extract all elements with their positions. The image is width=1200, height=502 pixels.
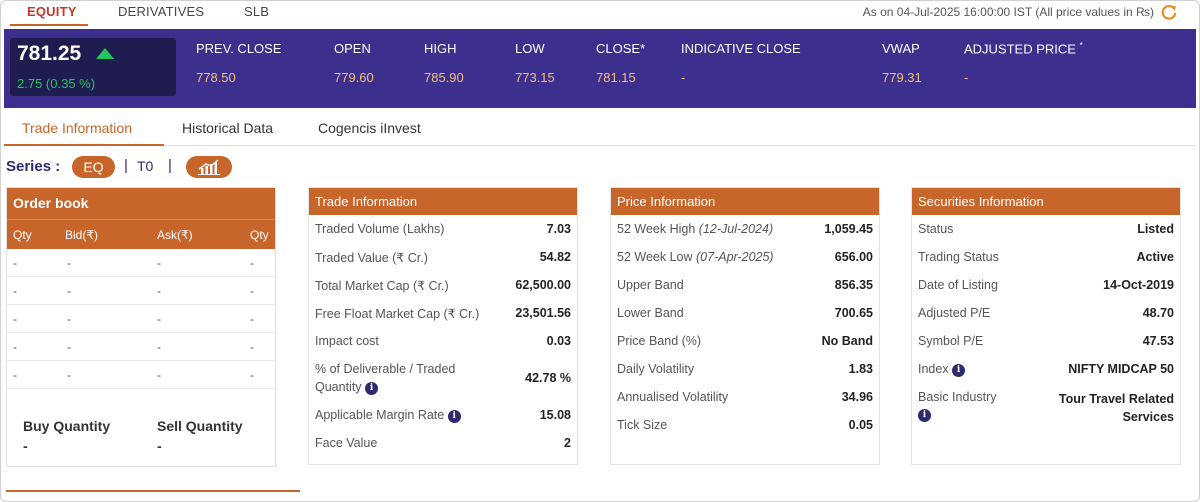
market-tabs: EQUITY DERIVATIVES SLB As on 04-Jul-2025… [0,0,1200,26]
ltp-box: 781.25 2.75 (0.35 %) [10,38,176,96]
tab-historical-data[interactable]: Historical Data [182,120,274,136]
sell-quantity-label: Sell Quantity [157,418,243,434]
separator: | [124,157,128,174]
panel-title: Trade Information [309,188,577,215]
table-row: - - - - [7,361,275,389]
info-row: 52 Week High (12-Jul-2024) 1,059.45 [617,222,873,236]
stat-adjusted-price: ADJUSTED PRICE * - [964,41,1083,86]
info-icon[interactable]: i [447,410,461,423]
col-bid: Bid(₹) [65,228,98,242]
order-book-title: Order book [7,188,275,219]
bottom-divider [6,490,300,492]
col-ask-qty: Qty [250,228,269,242]
active-subtab-indicator [4,144,164,146]
last-traded-price: 781.25 [17,42,82,65]
buy-quantity-value: - [23,438,28,454]
series-t0-button[interactable]: T0 [137,158,154,174]
tab-trade-information[interactable]: Trade Information [22,120,132,136]
separator: | [168,157,172,174]
info-row: Face Value 2 [315,436,571,450]
info-row: Total Market Cap (₹ Cr.) 62,500.00 [315,278,571,293]
info-row: 52 Week Low (07-Apr-2025) 656.00 [617,250,873,264]
tab-equity[interactable]: EQUITY [27,4,77,19]
order-book-header: Qty Bid(₹) Ask(₹) Qty [7,219,275,249]
bar-chart-icon [198,159,220,175]
trade-information-panel: Trade Information Traded Volume (Lakhs) … [308,187,578,465]
active-tab-indicator [10,24,88,26]
refresh-icon[interactable] [1160,3,1178,21]
stat-high: HIGH 785.90 [424,41,464,85]
info-row: Adjusted P/E 48.70 [918,306,1174,320]
info-row: Daily Volatility 1.83 [617,362,873,376]
series-eq-button[interactable]: EQ [72,156,115,178]
tab-cogencis-iinvest[interactable]: Cogencis iInvest [318,120,421,136]
info-row: Date of Listing 14-Oct-2019 [918,278,1174,292]
info-row: Impact cost 0.03 [315,334,571,348]
as-on-timestamp: As on 04-Jul-2025 16:00:00 IST (All pric… [862,5,1154,19]
stat-indicative-close: INDICATIVE CLOSE - [681,41,801,85]
series-label: Series : [6,158,61,175]
info-row: Traded Volume (Lakhs) 7.03 [315,222,571,236]
info-icon[interactable]: i [918,409,931,422]
col-ask: Ask(₹) [157,228,193,242]
table-row: - - - - [7,305,275,333]
stat-close: CLOSE* 781.15 [596,41,646,85]
info-row: Traded Value (₹ Cr.) 54.82 [315,250,571,265]
info-row: Applicable Margin Rate i 15.08 [315,408,571,423]
stat-prev-close: PREV. CLOSE 778.50 [196,41,282,85]
detail-tabs: Trade Information Historical Data Cogenc… [4,112,1196,146]
info-row: % of Deliverable / Traded Quantity i 42.… [315,362,571,395]
buy-quantity-label: Buy Quantity [23,418,111,434]
info-row: Index i NIFTY MIDCAP 50 [918,362,1174,377]
panel-title: Securities Information [912,188,1180,215]
info-row: Price Band (%) No Band [617,334,873,348]
securities-information-panel: Securities Information Status Listed Tra… [911,187,1181,465]
info-row: Upper Band 856.35 [617,278,873,292]
info-row: Trading Status Active [918,250,1174,264]
quote-band: 781.25 2.75 (0.35 %) PREV. CLOSE 778.50 … [4,29,1196,108]
stat-low: LOW 773.15 [515,41,555,85]
adjusted-asterisk: * [1079,41,1083,50]
panel-title: Price Information [611,188,879,215]
info-row: Lower Band 700.65 [617,306,873,320]
price-change: 2.75 (0.35 %) [17,76,96,91]
info-icon[interactable]: i [365,382,379,395]
table-row: - - - - [7,277,275,305]
col-bid-qty: Qty [13,228,32,242]
sell-quantity-value: - [157,438,162,454]
info-row: Symbol P/E 47.53 [918,334,1174,348]
up-arrow-icon [96,48,114,59]
table-row: - - - - [7,333,275,361]
info-icon[interactable]: i [952,364,966,377]
info-row: Basic Industry i Tour Travel Related Ser… [918,390,1174,424]
table-row: - - - - [7,249,275,277]
price-information-panel: Price Information 52 Week High (12-Jul-2… [610,187,880,465]
stat-open: OPEN 779.60 [334,41,374,85]
info-row: Tick Size 0.05 [617,418,873,432]
order-book: Order book Qty Bid(₹) Ask(₹) Qty - - - -… [6,187,276,467]
chart-button[interactable] [186,156,232,178]
info-row: Status Listed [918,222,1174,236]
info-row: Annualised Volatility 34.96 [617,390,873,404]
stat-vwap: VWAP 779.31 [882,41,922,85]
tab-derivatives[interactable]: DERIVATIVES [118,4,205,19]
tab-slb[interactable]: SLB [244,4,270,19]
info-row: Free Float Market Cap (₹ Cr.) 23,501.56 [315,306,571,321]
